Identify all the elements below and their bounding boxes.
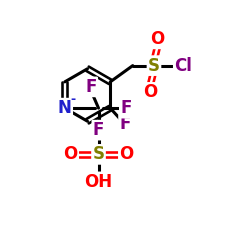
Text: S: S xyxy=(148,57,160,74)
Text: F: F xyxy=(85,78,97,96)
Text: O: O xyxy=(150,30,165,48)
Text: O: O xyxy=(143,83,157,101)
Text: S: S xyxy=(92,146,104,164)
Text: Cl: Cl xyxy=(174,57,192,74)
Text: O: O xyxy=(120,146,134,164)
Text: OH: OH xyxy=(84,173,112,191)
Text: O: O xyxy=(64,146,78,164)
Text: F: F xyxy=(93,121,104,139)
Text: -: - xyxy=(70,92,75,106)
Text: F: F xyxy=(120,99,132,117)
Text: F: F xyxy=(120,116,131,133)
Text: N: N xyxy=(58,99,72,117)
